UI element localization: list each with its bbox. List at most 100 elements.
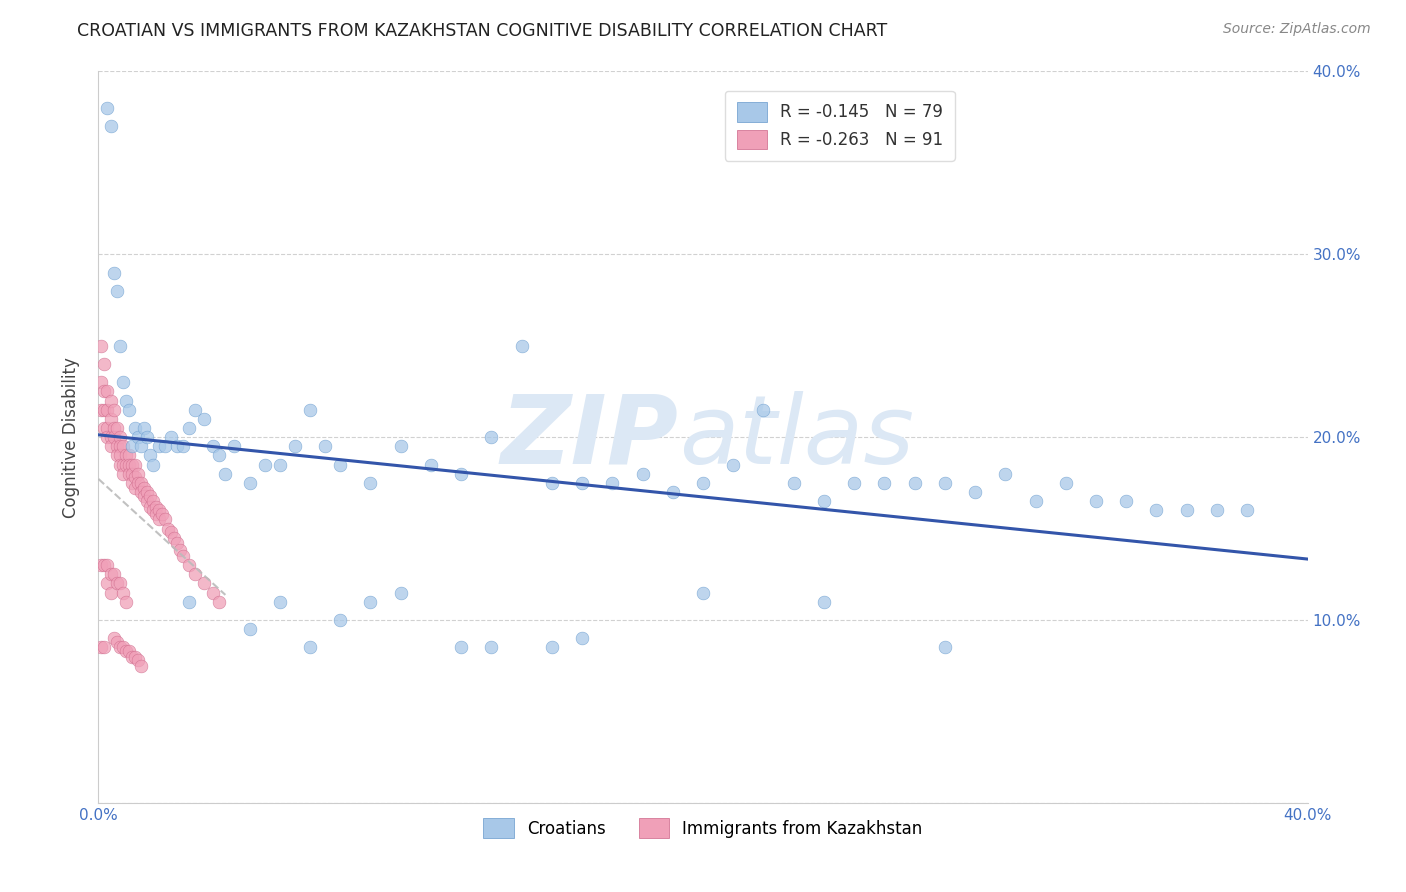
Point (111, 640, 134, 655)
Point (124, 421, 146, 435)
Point (540, 640, 562, 655)
Point (145, 500, 167, 514)
Point (360, 475, 382, 490)
Point (132, 421, 155, 435)
Point (224, 439, 246, 453)
Point (108, 439, 131, 453)
Point (661, 485, 683, 500)
Point (571, 475, 593, 490)
Point (269, 458, 291, 472)
Point (253, 458, 276, 472)
Point (100, 412, 122, 426)
Point (103, 430, 125, 444)
Point (934, 640, 956, 655)
Point (510, 338, 533, 352)
Point (145, 507, 167, 521)
Point (844, 475, 866, 490)
Point (179, 421, 201, 435)
Point (904, 475, 927, 490)
Point (111, 375, 134, 389)
Point (169, 543, 191, 558)
Point (135, 430, 157, 444)
Point (100, 439, 122, 453)
Point (100, 430, 122, 444)
Point (96, 558, 118, 573)
Point (96, 101, 118, 115)
Point (723, 458, 745, 472)
Point (121, 475, 143, 490)
Point (108, 338, 131, 352)
Point (142, 458, 165, 472)
Point (160, 525, 183, 540)
Point (389, 439, 412, 453)
Point (208, 594, 231, 608)
Point (420, 458, 443, 472)
Point (360, 594, 382, 608)
Point (148, 512, 170, 526)
Point (103, 632, 125, 646)
Point (114, 448, 136, 462)
Point (96, 402, 118, 417)
Point (118, 448, 141, 462)
Point (96, 384, 118, 399)
Point (127, 467, 149, 481)
Point (156, 521, 179, 535)
Point (121, 458, 143, 472)
Point (202, 585, 225, 599)
Point (135, 485, 157, 500)
Point (103, 421, 125, 435)
Point (1024, 494, 1046, 508)
Point (752, 402, 775, 417)
Point (148, 439, 170, 453)
Point (93, 357, 115, 371)
Point (166, 439, 188, 453)
Point (118, 644, 141, 658)
Point (114, 644, 136, 658)
Point (540, 475, 562, 490)
Point (148, 503, 170, 517)
Point (132, 489, 155, 503)
Point (965, 485, 987, 500)
Point (129, 475, 152, 490)
Point (813, 594, 835, 608)
Point (114, 393, 136, 408)
Point (121, 649, 143, 664)
Point (118, 467, 141, 481)
Point (1085, 494, 1108, 508)
Point (571, 632, 593, 646)
Point (105, 421, 128, 435)
Point (121, 439, 143, 453)
Point (111, 439, 134, 453)
Point (139, 448, 162, 462)
Point (100, 393, 122, 408)
Point (692, 475, 714, 490)
Point (90, 558, 112, 573)
Point (118, 402, 141, 417)
Point (124, 481, 146, 495)
Point (103, 266, 125, 280)
Point (90, 402, 112, 417)
Point (129, 439, 152, 453)
Point (114, 594, 136, 608)
Point (108, 430, 131, 444)
Point (1144, 503, 1167, 517)
Point (105, 576, 128, 591)
Point (813, 494, 835, 508)
Point (105, 635, 128, 649)
Point (93, 384, 115, 399)
Point (329, 613, 352, 627)
Point (129, 485, 152, 500)
Point (284, 439, 307, 453)
Point (142, 503, 165, 517)
Y-axis label: Cognitive Disability: Cognitive Disability (62, 357, 80, 517)
Point (208, 448, 231, 462)
Point (153, 439, 176, 453)
Point (100, 585, 122, 599)
Point (153, 512, 176, 526)
Point (1115, 494, 1137, 508)
Point (108, 458, 131, 472)
Point (269, 594, 291, 608)
Point (132, 481, 155, 495)
Point (450, 467, 472, 481)
Text: CROATIAN VS IMMIGRANTS FROM KAZAKHSTAN COGNITIVE DISABILITY CORRELATION CHART: CROATIAN VS IMMIGRANTS FROM KAZAKHSTAN C… (77, 22, 887, 40)
